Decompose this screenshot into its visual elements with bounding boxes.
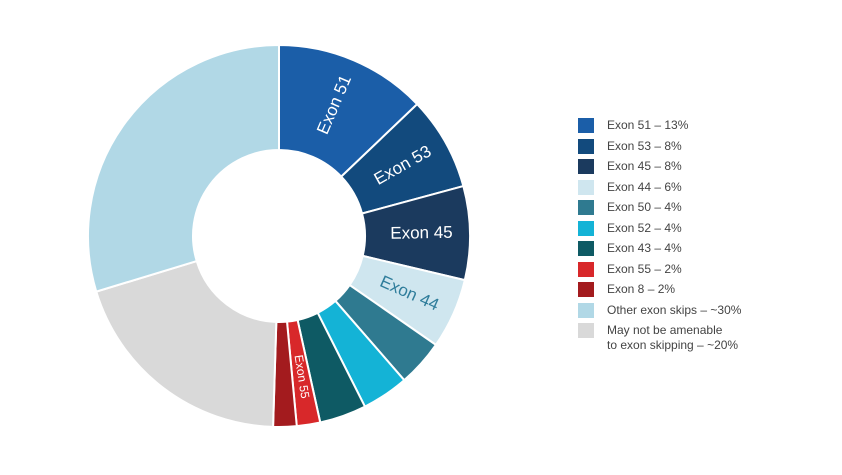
legend-label: May not be amenable to exon skipping – ~… [607,323,739,352]
legend-item-may-not-be-amenable-to-exon-skipping: May not be amenable to exon skipping – ~… [578,323,828,353]
legend-swatch [578,261,594,277]
legend-swatch [578,118,594,133]
legend-label: Exon 52 – 4% [607,220,682,235]
legend-item-exon-53: Exon 53 – 8% [578,138,828,160]
donut-slices [87,43,471,429]
legend-swatch [578,323,594,338]
legend-item-exon-8: Exon 8 – 2% [578,282,828,303]
legend-swatch [578,282,594,297]
legend-swatch [578,200,594,215]
legend-label: Exon 53 – 8% [607,138,682,153]
legend-item-exon-45: Exon 45 – 8% [578,159,828,180]
chart-legend: Exon 51 – 13% Exon 53 – 8% Exon 45 – 8% Exo… [578,118,828,353]
legend-swatch [578,159,594,174]
legend-item-exon-43: Exon 43 – 4% [578,241,828,262]
slice-label-exon-55: Exon 55 [292,354,313,400]
slice-label-exon-45: Exon 45 [390,223,453,243]
legend-label: Exon 8 – 2% [607,282,676,296]
legend-label: Exon 44 – 6% [607,179,682,194]
legend-swatch [578,179,594,195]
legend-item-exon-51: Exon 51 – 13% [578,118,828,139]
legend-item-exon-52: Exon 52 – 4% [578,220,828,242]
legend-item-exon-55: Exon 55 – 2% [578,261,828,283]
legend-swatch [578,241,594,256]
legend-label: Exon 45 – 8% [607,159,682,173]
legend-item-exon-50: Exon 50 – 4% [578,200,828,221]
legend-label: Other exon skips – ~30% [607,302,742,317]
legend-label: Exon 51 – 13% [607,118,689,132]
legend-label: Exon 50 – 4% [607,200,682,214]
legend-swatch [578,220,594,236]
legend-swatch [578,302,594,318]
legend-swatch [578,138,594,154]
legend-label: Exon 55 – 2% [607,261,682,276]
slice-other-exon-skips [87,43,280,293]
legend-label: Exon 43 – 4% [607,241,682,255]
legend-item-exon-44: Exon 44 – 6% [578,179,828,201]
legend-item-other-exon-skips: Other exon skips – ~30% [578,302,828,324]
slice-may-not-be-amenable-to-exon-skipping [95,259,278,428]
slice-exon-51 [278,43,419,179]
